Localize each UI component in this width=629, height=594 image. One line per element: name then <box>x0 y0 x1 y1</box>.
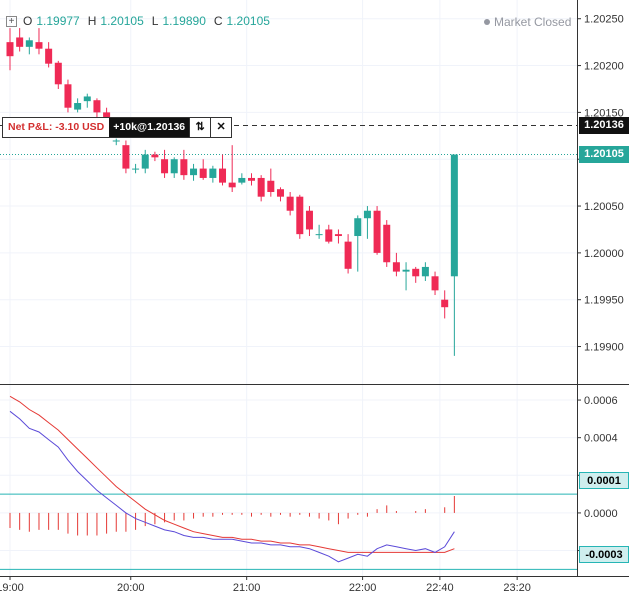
frame <box>0 0 629 577</box>
grid <box>0 0 577 576</box>
time-tick-label: 20:00 <box>117 582 145 594</box>
close-label: C <box>213 14 223 28</box>
candle-body <box>392 262 400 272</box>
candle-body <box>151 154 159 158</box>
candle-body <box>190 168 198 176</box>
price-axis: 1.202501.202001.201501.201001.200501.200… <box>577 14 624 354</box>
candle-body <box>64 84 72 108</box>
price-tick-label: 1.19950 <box>584 295 624 307</box>
time-tick-label: 19:00 <box>0 582 24 594</box>
macd-line <box>9 410 455 563</box>
low-value: 1.19890 <box>162 14 206 28</box>
price-tick-label: 1.20050 <box>584 201 624 213</box>
horizontal-lines <box>0 125 577 570</box>
candle-body <box>132 168 140 170</box>
candle-body <box>219 168 227 183</box>
price-tick-label: 1.20150 <box>584 107 624 119</box>
candle-body <box>170 159 178 174</box>
candle-body <box>383 224 391 263</box>
open-label: O <box>23 14 33 28</box>
indicator-tag-upper: 0.0001 <box>579 472 629 489</box>
time-axis: 19:00 20:00 21:00 22:00 22:40 23:20 <box>0 576 531 594</box>
candle-body <box>199 168 207 178</box>
candle-body <box>25 40 33 47</box>
indicator-tick-label: 0.0000 <box>584 508 618 520</box>
price-tick-label: 1.20250 <box>584 14 624 26</box>
high-label: H <box>87 14 97 28</box>
candle-body <box>54 62 62 85</box>
candle-body <box>35 42 43 49</box>
candle-body <box>373 210 381 253</box>
candle-body <box>180 159 188 176</box>
macd-lines <box>9 395 455 563</box>
indicator-tag-lower: -0.0003 <box>579 546 629 563</box>
candle-body <box>296 196 304 235</box>
position-label[interactable]: +10k@1.20136 <box>109 118 190 137</box>
open-value: 1.19977 <box>36 14 80 28</box>
candle-body <box>228 182 236 188</box>
close-value: 1.20105 <box>226 14 270 28</box>
candle-body <box>122 145 130 169</box>
candle-body <box>257 177 265 197</box>
candles <box>6 28 458 356</box>
candle-body <box>141 154 149 169</box>
status-dot-icon <box>484 19 490 25</box>
indicator-tick-label: 0.0006 <box>584 395 618 407</box>
price-tick-label: 1.20200 <box>584 61 624 73</box>
candle-body <box>412 268 420 277</box>
candle-body <box>325 229 333 242</box>
high-value: 1.20105 <box>100 14 144 28</box>
signal-line <box>9 395 455 553</box>
candle-body <box>6 42 14 57</box>
candle-body <box>450 154 458 277</box>
indicator-tick-label: 0.0004 <box>584 433 618 445</box>
candle-body <box>441 299 449 308</box>
candle-body <box>238 177 246 183</box>
time-tick-label: 22:40 <box>426 582 454 594</box>
candle-body <box>334 234 342 237</box>
candle-body <box>267 180 275 192</box>
low-label: L <box>151 14 159 28</box>
last-price-tag: 1.20105 <box>579 146 629 164</box>
ohlc-legend: + O 1.19977 H 1.20105 L 1.19890 C 1.2010… <box>6 14 274 28</box>
candle-body <box>431 276 439 291</box>
candle-body <box>315 234 323 236</box>
candle-body <box>305 210 313 230</box>
candle-body <box>276 189 284 197</box>
candle-body <box>161 159 169 174</box>
market-status: Market Closed <box>484 15 571 29</box>
candle-body <box>248 177 255 181</box>
candle-body <box>421 266 429 277</box>
candle-body <box>402 269 410 272</box>
candle-body <box>93 100 101 113</box>
candle-body <box>209 168 217 178</box>
close-icon[interactable]: ✕ <box>210 118 232 137</box>
candle-body <box>354 218 362 237</box>
candle-body <box>45 48 53 64</box>
candle-body <box>83 96 91 102</box>
candle-body <box>344 241 352 269</box>
net-pnl-label: Net P&L: -3.10 USD <box>8 121 105 133</box>
position-price-tag: 1.20136 <box>579 117 629 134</box>
market-status-text: Market Closed <box>494 15 572 29</box>
candle-body <box>286 196 294 211</box>
candle-body <box>112 140 120 142</box>
candle-body <box>74 103 82 110</box>
candle-body <box>16 37 24 47</box>
candle-body <box>363 210 371 219</box>
time-tick-label: 23:20 <box>503 582 531 594</box>
time-tick-label: 22:00 <box>349 582 377 594</box>
reverse-arrows-icon[interactable]: ⇅ <box>189 118 211 137</box>
position-panel[interactable]: Net P&L: -3.10 USD +10k@1.20136 ⇅ ✕ <box>2 117 233 138</box>
price-tick-label: 1.19900 <box>584 342 624 354</box>
time-tick-label: 21:00 <box>233 582 261 594</box>
macd-histogram <box>9 495 455 536</box>
price-tick-label: 1.20000 <box>584 248 624 260</box>
expand-icon[interactable]: + <box>6 15 17 27</box>
